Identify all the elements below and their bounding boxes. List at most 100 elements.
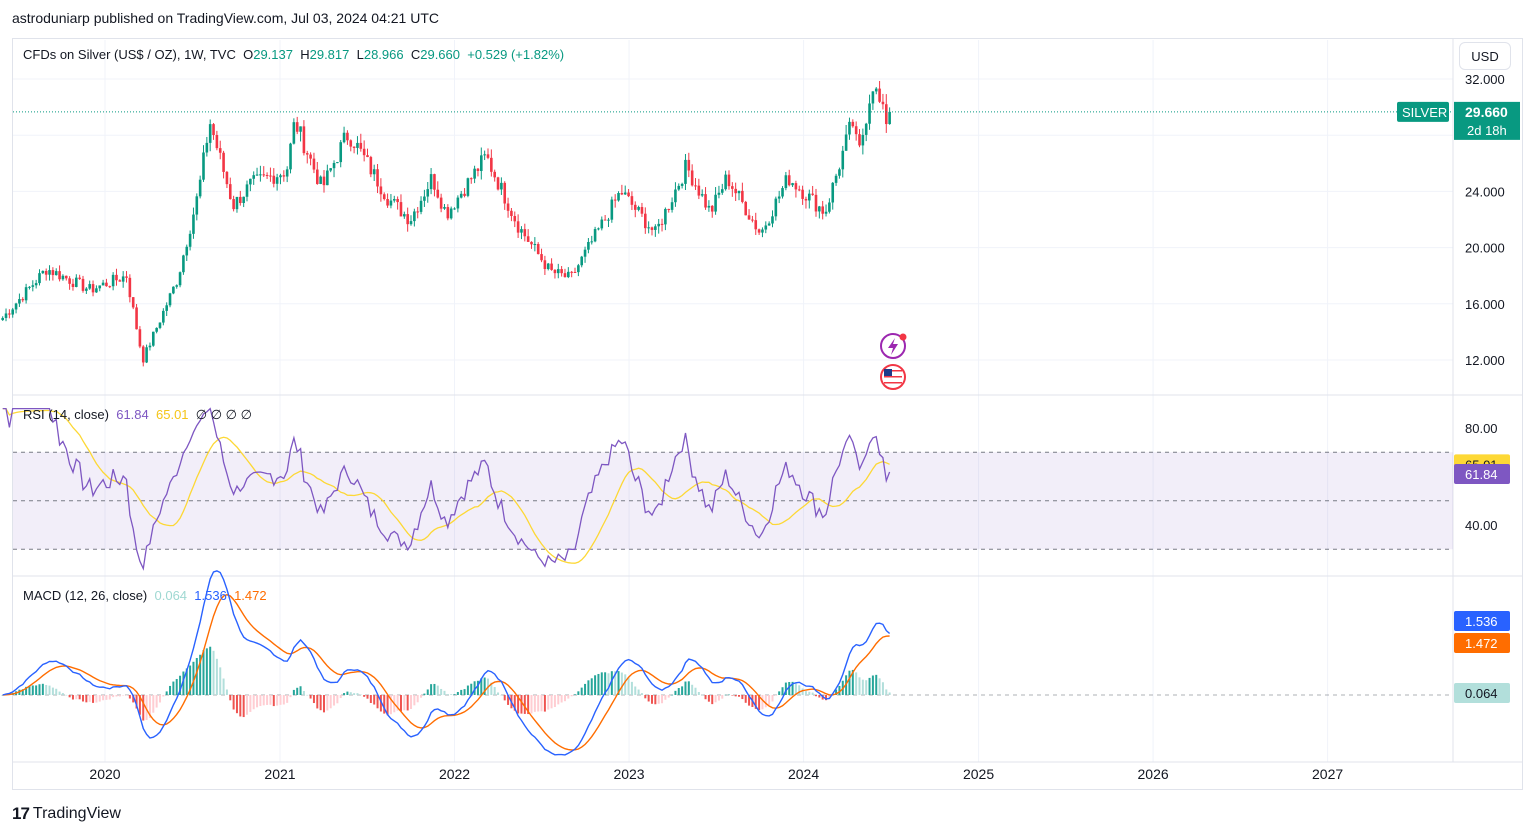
macd-hist-bar (138, 695, 141, 715)
candle-body (536, 244, 540, 255)
candle-body (215, 134, 219, 149)
macd-hist-bar (574, 694, 577, 695)
candle-body (724, 174, 727, 190)
candle-body (550, 263, 553, 270)
open-label: O (243, 47, 254, 62)
candle-body (603, 219, 607, 221)
price-legend: CFDs on Silver (US$ / OZ), 1W, TVC O29.1… (23, 47, 564, 62)
candle-body (295, 122, 299, 132)
macd-hist-bar (316, 695, 319, 709)
candle-body (593, 229, 597, 242)
open-value: 29.137 (253, 47, 293, 62)
macd-hist-bar (741, 695, 744, 700)
macd-hist-bar (687, 681, 690, 695)
candle-body (81, 278, 85, 291)
macd-hist-bar (346, 691, 349, 695)
symbol-title[interactable]: CFDs on Silver (US$ / OZ), 1W, TVC (23, 47, 236, 62)
candle-body (888, 111, 891, 125)
candle-body (24, 287, 28, 301)
macd-hist-bar (235, 695, 238, 714)
candle-body (168, 293, 172, 306)
macd-hist-bar (888, 692, 891, 695)
time-axis-label: 2026 (1138, 766, 1169, 782)
candle-body (640, 207, 644, 214)
macd-hist-bar (363, 695, 366, 697)
candle-body (727, 174, 731, 187)
macd-hist-bar (229, 695, 232, 701)
macd-hist-bar (778, 691, 781, 695)
macd-hist-bar (383, 695, 386, 714)
macd-hist-bar (610, 671, 613, 695)
macd-line-value: 1.536 (194, 588, 227, 603)
macd-hist-bar (71, 695, 74, 700)
candle-body (884, 104, 888, 125)
candle-body (828, 202, 831, 212)
candle-body (751, 219, 754, 221)
macd-hist-bar (520, 695, 523, 714)
candle-body (319, 176, 322, 184)
macd-hist-bar (205, 648, 208, 695)
candle-body (369, 157, 373, 175)
macd-hist-bar (232, 695, 235, 710)
candle-body (764, 225, 768, 230)
candle-body (503, 182, 507, 204)
candle-body (720, 189, 724, 193)
candle-body (433, 174, 436, 190)
macd-hist-bar (607, 673, 610, 695)
macd-hist-bar (640, 693, 643, 695)
candle-body (506, 203, 510, 211)
candle-body (700, 194, 704, 196)
candle-body (1, 317, 4, 321)
macd-hist-bar (312, 695, 315, 704)
candle-body (269, 175, 272, 177)
rsi-title[interactable]: RSI (14, close) (23, 407, 109, 422)
macd-hist-bar (45, 684, 48, 695)
publisher-line: astroduniarp published on TradingView.co… (12, 10, 440, 26)
candle-body (767, 223, 771, 226)
candle-body (479, 155, 483, 171)
candle-body (710, 205, 714, 212)
macd-hist-bar (500, 694, 503, 696)
candle-body (590, 241, 594, 243)
candle-body (111, 274, 115, 287)
candle-body (620, 193, 624, 195)
candle-body (349, 140, 353, 147)
candle-body (125, 276, 128, 278)
candle-body (794, 183, 798, 190)
candle-body (88, 284, 91, 289)
macd-hist-bar (426, 689, 429, 695)
macd-hist-bar (580, 687, 583, 695)
countdown-label: 2d 18h (1467, 123, 1507, 138)
macd-title[interactable]: MACD (12, 26, close) (23, 588, 148, 603)
macd-hist-bar (533, 695, 536, 712)
macd-hist-bar (594, 675, 597, 695)
macd-hist-bar (674, 690, 677, 695)
footer-brand[interactable]: 17 TradingView (12, 804, 121, 824)
macd-hist-bar (791, 681, 794, 695)
macd-hist-bar (135, 695, 138, 709)
rsi-tag-label: 61.84 (1465, 467, 1498, 482)
candle-body (439, 197, 443, 209)
macd-signal-tag-label: 1.472 (1465, 636, 1498, 651)
candle-body (275, 177, 279, 184)
time-axis-label: 2027 (1312, 766, 1343, 782)
candle-body (192, 214, 195, 234)
low-value: 28.966 (363, 47, 404, 62)
macd-hist-bar (219, 667, 222, 695)
macd-hist-bar (517, 695, 520, 714)
chart-canvas[interactable]: 12.000 16.000 20.000 24.000 32.000 SILVER 29.6… (0, 0, 1536, 800)
candle-body (346, 132, 349, 141)
close-label: C (410, 47, 421, 62)
candle-body (145, 347, 148, 363)
candle-body (834, 175, 838, 183)
macd-hist-bar (711, 695, 714, 705)
flag-stripe (884, 373, 902, 375)
macd-hist-bar (356, 693, 359, 695)
candle-body (687, 159, 691, 171)
macd-hist-bar (657, 695, 660, 704)
macd-hist-bar (440, 688, 443, 695)
candle-body (352, 146, 356, 148)
candle-body (490, 157, 493, 172)
currency-button[interactable]: USD (1459, 42, 1511, 70)
macd-hist-bar (627, 677, 630, 695)
